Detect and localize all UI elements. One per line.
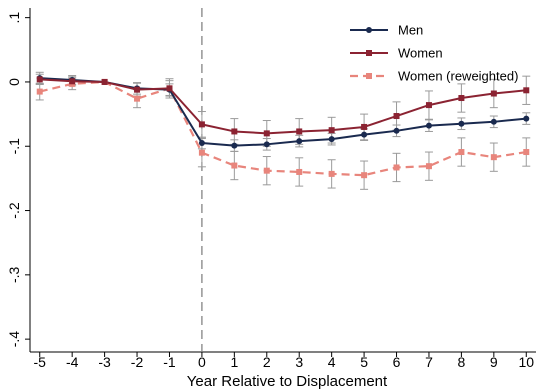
y-tick-label: -.4 xyxy=(6,331,22,348)
data-point xyxy=(101,78,108,85)
data-point xyxy=(36,88,43,95)
legend: Men Women Women (reweighted) xyxy=(350,23,518,84)
data-point xyxy=(328,170,335,177)
data-point xyxy=(328,127,335,134)
data-point xyxy=(231,128,238,135)
data-point xyxy=(296,138,303,145)
x-tick-label: 7 xyxy=(425,354,433,370)
data-point xyxy=(393,113,400,120)
y-tick-label: 0 xyxy=(6,78,22,86)
series-markers xyxy=(36,75,530,179)
data-point xyxy=(263,141,270,148)
x-tick-label: -3 xyxy=(98,354,111,370)
data-point xyxy=(425,122,432,129)
data-point xyxy=(458,149,465,156)
data-point xyxy=(198,140,205,147)
legend-swatch-marker xyxy=(366,50,372,56)
series-line-women xyxy=(39,78,527,135)
data-point xyxy=(490,90,497,97)
data-point xyxy=(69,78,76,85)
y-tick-label: -.3 xyxy=(6,266,22,283)
data-point xyxy=(296,168,303,175)
x-tick-label: -1 xyxy=(163,354,176,370)
x-tick-label: 0 xyxy=(198,354,206,370)
data-point xyxy=(393,164,400,171)
x-tick-label: -2 xyxy=(131,354,144,370)
x-axis-title: Year Relative to Displacement xyxy=(187,373,388,390)
legend-label: Women (reweighted) xyxy=(398,69,518,84)
data-point xyxy=(361,131,368,138)
data-point xyxy=(523,115,530,122)
legend-item: Women (reweighted) xyxy=(350,69,518,84)
data-point xyxy=(134,86,141,93)
data-point xyxy=(458,95,465,102)
data-point xyxy=(523,149,530,156)
data-point xyxy=(490,154,497,161)
series-line-women-reweighted xyxy=(39,80,527,177)
data-point xyxy=(393,127,400,134)
data-point xyxy=(263,130,270,137)
legend-swatch-marker xyxy=(366,73,372,79)
y-tick-label: -.2 xyxy=(6,202,22,219)
data-point xyxy=(425,102,432,109)
data-point xyxy=(198,121,205,128)
data-point xyxy=(166,85,173,92)
y-tick-label: -.1 xyxy=(6,138,22,155)
axes-layer: .1 0 -.1 -.2 -.3 -.4 -5 -4 -3 -2 -1 0 1 2 3 4 5 6 7 8 9 10 xyxy=(6,8,536,370)
data-point xyxy=(296,128,303,135)
x-tick-label: 6 xyxy=(393,354,401,370)
x-tick-label: 8 xyxy=(457,354,465,370)
legend-item: Men xyxy=(350,23,423,38)
data-point xyxy=(458,120,465,127)
x-tick-label: 1 xyxy=(230,354,238,370)
data-point xyxy=(36,76,43,83)
x-tick-label: 3 xyxy=(295,354,303,370)
data-point xyxy=(263,167,270,174)
x-tick-label: 4 xyxy=(328,354,336,370)
data-point xyxy=(231,142,238,149)
data-point xyxy=(328,136,335,143)
data-point xyxy=(490,118,497,125)
data-point xyxy=(231,162,238,169)
data-point xyxy=(523,87,530,94)
series-lines xyxy=(39,77,527,177)
x-tick-label: -4 xyxy=(66,354,79,370)
x-tick-label: 5 xyxy=(360,354,368,370)
x-tick-label: 10 xyxy=(518,354,534,370)
data-point xyxy=(361,172,368,179)
legend-label: Women xyxy=(398,46,443,61)
legend-item: Women xyxy=(350,46,443,61)
legend-swatch-marker xyxy=(366,27,372,33)
x-tick-label: 2 xyxy=(263,354,271,370)
y-tick-label: .1 xyxy=(6,12,22,24)
data-point xyxy=(198,149,205,156)
data-point xyxy=(134,95,141,102)
data-point xyxy=(361,123,368,130)
legend-label: Men xyxy=(398,23,423,38)
x-tick-label: -5 xyxy=(34,354,47,370)
x-tick-label: 9 xyxy=(490,354,498,370)
data-point xyxy=(425,163,432,170)
